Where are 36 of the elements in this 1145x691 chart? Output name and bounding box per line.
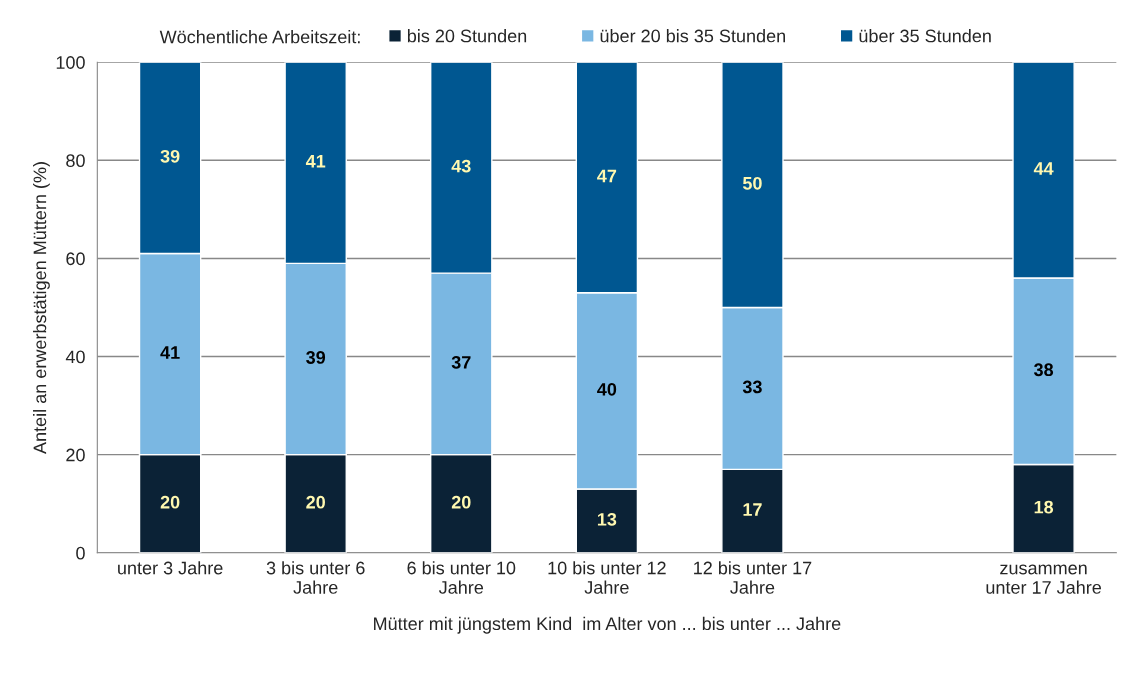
data-label: 18 — [1034, 500, 1054, 514]
x-tick-label: 6 bis unter 10 Jahre — [407, 561, 516, 594]
data-label: 17 — [743, 503, 762, 516]
x-axis-title: Mütter mit jüngstem Kind im Alter von ... bis unter ... Jahre — [374, 616, 841, 634]
data-label: 41 — [160, 346, 180, 359]
data-label: 40 — [597, 382, 617, 396]
y-tick-label: 100 — [56, 56, 85, 69]
legend-title: Wöchentliche Arbeitszeit: — [159, 30, 360, 44]
data-label: 43 — [451, 159, 471, 173]
data-label: 38 — [1033, 363, 1054, 377]
data-label: 20 — [451, 495, 471, 509]
x-tick-label: 10 bis unter 12 Jahre — [548, 561, 666, 594]
x-tick-label: 12 bis unter 17 Jahre — [694, 561, 812, 594]
legend-label: über 20 bis 35 Stunden — [600, 29, 785, 43]
y-tick-label: 0 — [76, 546, 85, 560]
y-tick-label: 40 — [65, 350, 85, 364]
x-tick-label: zusammen unter 17 Jahre — [986, 564, 1102, 594]
data-label: 39 — [306, 351, 326, 364]
data-label: 20 — [160, 495, 180, 509]
data-label: 44 — [1033, 162, 1054, 175]
data-label: 50 — [742, 176, 762, 190]
data-label: 20 — [306, 495, 325, 509]
data-label: 41 — [305, 155, 326, 168]
data-label: 33 — [742, 380, 762, 394]
x-tick-label: unter 3 Jahre — [118, 561, 223, 575]
legend-label: bis 20 Stunden — [407, 29, 527, 43]
data-label: 13 — [597, 512, 617, 526]
legend-label: über 35 Stunden — [859, 29, 991, 43]
data-label: 37 — [451, 355, 471, 369]
y-axis-title: Anteil an erwerbstätigen Müttern (%) — [33, 162, 50, 454]
y-tick-label: 80 — [66, 154, 85, 168]
data-label: 39 — [160, 149, 180, 163]
x-tick-label: 3 bis unter 6 Jahre — [266, 561, 365, 594]
data-label: 47 — [597, 169, 617, 183]
y-tick-label: 20 — [66, 448, 85, 462]
y-tick-label: 60 — [66, 252, 85, 266]
